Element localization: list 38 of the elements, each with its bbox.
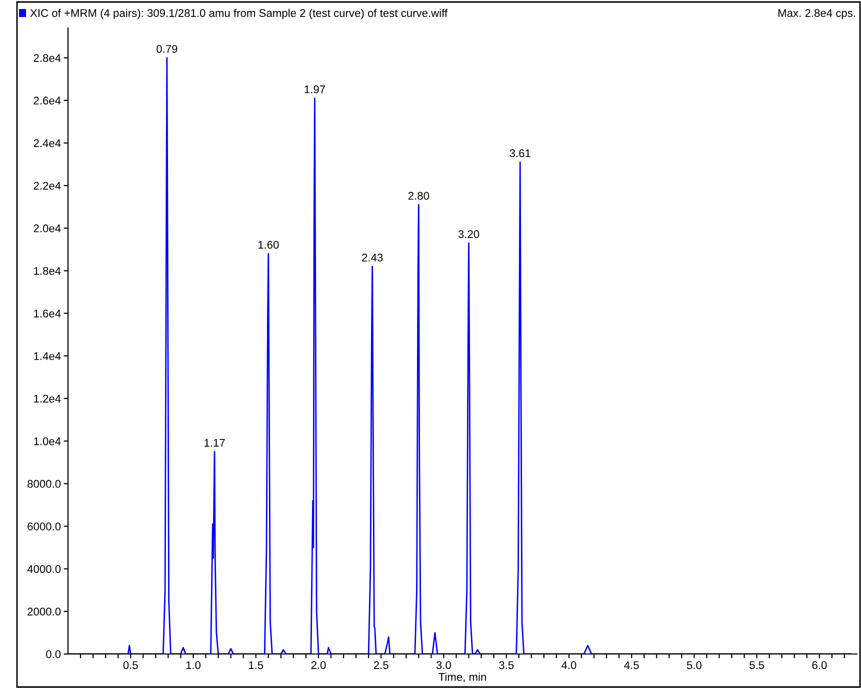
x-tick-label: 4.0 — [561, 661, 576, 670]
y-tick-label: 1.2e4 — [34, 394, 61, 403]
y-tick-label: 1.4e4 — [34, 352, 61, 360]
y-tick-label: 2.2e4 — [34, 182, 61, 190]
y-tick-label: 0.0 — [46, 650, 61, 658]
annotation: 1.97 — [304, 85, 325, 94]
annotation: 1.17 — [204, 438, 225, 447]
annotation: 3.20 — [458, 230, 480, 238]
y-tick-label: 2.8e4 — [34, 54, 61, 62]
annotation: 0.79 — [156, 44, 178, 53]
x-tick-label: 2.5 — [374, 661, 388, 670]
x-tick-label: 2.0 — [311, 661, 326, 670]
x-tick-label: 3.0 — [436, 661, 452, 670]
annotation: 2.80 — [408, 192, 430, 200]
y-tick-label: 2000.0 — [28, 608, 61, 616]
annotation: 2.43 — [362, 254, 383, 262]
chart-subtitle: Max. 2.8e4 cps. — [778, 9, 855, 20]
chart-title: XIC of +MRM (4 pairs): 309.1/281.0 amu from Sample 2 (test curve) of test curve.wiff — [30, 8, 448, 20]
x-tick-label: 3.5 — [499, 661, 514, 670]
y-tick-label: 2.4e4 — [34, 139, 61, 148]
x-axis-title: Time, min — [438, 672, 486, 682]
y-tick-label: 4000.0 — [27, 565, 61, 573]
y-tick-label: 6000.0 — [28, 522, 61, 530]
y-tick-label: 8000.0 — [28, 480, 61, 488]
x-tick-label: 6.0 — [812, 661, 827, 670]
y-tick-label: 1.6e4 — [34, 310, 61, 318]
annotation: 1.60 — [258, 240, 279, 249]
y-tick-label: 1.0e4 — [34, 437, 61, 446]
x-tick-label: 1.0 — [186, 661, 201, 670]
x-tick-label: 4.5 — [624, 661, 639, 670]
y-tick-label: 1.8e4 — [34, 267, 61, 275]
x-tick-label: 0.5 — [123, 661, 138, 670]
x-tick-label: 5.5 — [750, 661, 764, 670]
y-tick-label: 2.6e4 — [34, 96, 61, 105]
y-tick-label: 2.0e4 — [34, 224, 61, 232]
annotation: 3.61 — [510, 149, 530, 158]
x-tick-label: 5.0 — [686, 661, 702, 670]
x-tick-label: 1.5 — [248, 661, 264, 670]
